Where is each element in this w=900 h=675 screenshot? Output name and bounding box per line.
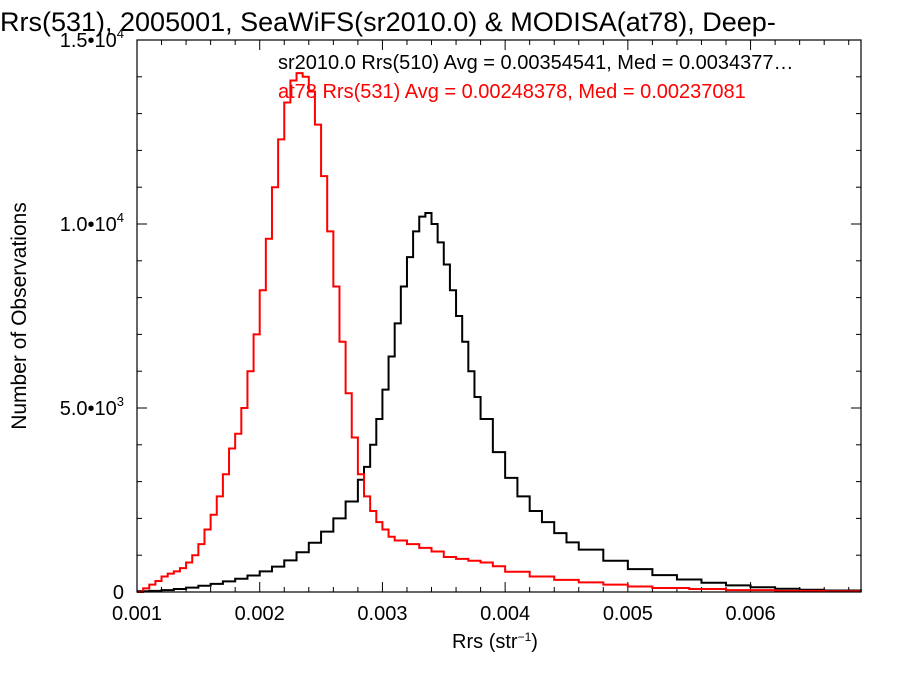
legend-entry-2: at78 Rrs(531) Avg = 0.00248378, Med = 0.…: [278, 81, 746, 103]
x-tick-label: 0.002: [235, 603, 285, 625]
x-tick-label: 0.001: [112, 603, 162, 625]
x-axis: 0.001 0.002 0.003 0.004 0.005 0.006: [112, 40, 850, 625]
series-layer: [137, 72, 862, 593]
x-tick-label: 0.003: [357, 603, 407, 625]
y-axis-label: Number of Observations: [8, 202, 31, 430]
x-tick-label: 0.004: [480, 603, 530, 625]
y-tick-label: 0: [113, 582, 124, 604]
y-tick-mantissa: 0: [113, 582, 124, 604]
y-tick-exponent: 4: [117, 26, 124, 41]
x-tick-label: 0.006: [726, 603, 776, 625]
y-tick-label: 5.0•103: [60, 394, 124, 420]
x-tick-label: 0.005: [603, 603, 653, 625]
series-1-histogram-line: [137, 211, 862, 593]
chart-title: Rrs(531), 2005001, SeaWiFS(sr2010.0) & M…: [0, 7, 776, 37]
y-tick-label: 1.5•104: [60, 26, 124, 52]
y-tick-label: 1.0•104: [60, 210, 124, 236]
legend-entry-1: sr2010.0 Rrs(510) Avg = 0.00354541, Med …: [278, 52, 794, 74]
y-tick-mantissa: 1.5•10: [60, 30, 117, 52]
y-tick-mantissa: 5.0•10: [60, 398, 117, 420]
x-axis-label: Rrs (str−1): [452, 630, 538, 653]
series-2-histogram-line: [137, 72, 862, 593]
y-tick-mantissa: 1.0•10: [60, 214, 117, 236]
y-tick-exponent: 3: [117, 394, 124, 409]
plot-frame: [136, 39, 862, 593]
y-tick-exponent: 4: [117, 210, 124, 225]
